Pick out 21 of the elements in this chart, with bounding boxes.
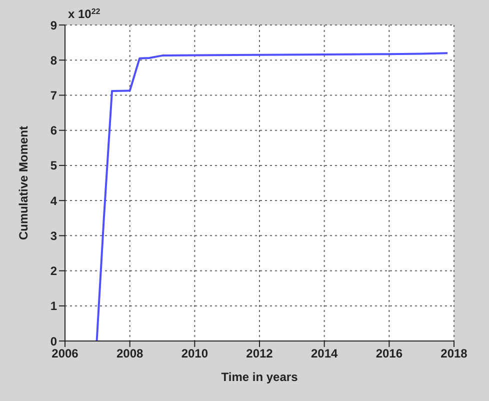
- x-axis-title: Time in years: [221, 370, 298, 384]
- y-tick-label: 8: [50, 53, 58, 68]
- y-tick-label: 6: [50, 124, 58, 138]
- y-tick-label: 0: [50, 334, 58, 348]
- y-tick-label: 4: [50, 194, 58, 208]
- x-tick-label: 2006: [52, 346, 79, 361]
- text: x 10$^{22}$: [68, 6, 101, 21]
- x-tick-label: 2010: [181, 346, 208, 361]
- line-series: [96, 52, 449, 341]
- y-tick-label: 9: [50, 18, 58, 32]
- x-tick-label: 2016: [376, 346, 403, 361]
- y-tick-label: 2: [50, 264, 58, 278]
- x-tick-label: 2012: [246, 346, 274, 361]
- x-tick-label: 2008: [116, 346, 144, 361]
- x-tick-label: 2014: [310, 346, 338, 361]
- y-tick-label: 3: [50, 228, 58, 243]
- y-tick-label: 7: [50, 88, 58, 102]
- y-tick-label: 5: [50, 158, 58, 173]
- y-tick-label: 1: [50, 299, 58, 314]
- x-tick-label: 2018: [440, 346, 468, 361]
- y-axis-title: Cumulative Moment: [16, 126, 30, 240]
